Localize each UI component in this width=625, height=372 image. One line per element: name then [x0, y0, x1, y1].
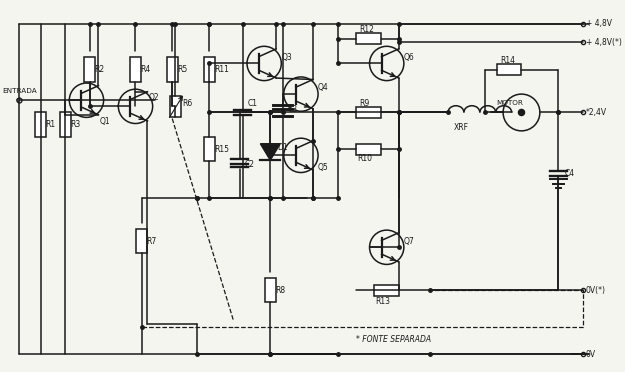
Text: MOTOR: MOTOR [496, 100, 522, 106]
Bar [59, 112, 71, 137]
Text: Q4: Q4 [318, 83, 329, 93]
Text: + 4,8V: + 4,8V [586, 19, 612, 28]
Text: R13: R13 [376, 297, 391, 306]
Text: R4: R4 [141, 65, 151, 74]
Text: R3: R3 [70, 120, 80, 129]
Text: R1: R1 [46, 120, 56, 129]
Text: R15: R15 [214, 145, 229, 154]
Text: C3: C3 [288, 105, 298, 114]
Text: R5: R5 [177, 65, 187, 74]
Text: R11: R11 [214, 65, 229, 74]
Bar [204, 137, 214, 161]
Text: C1: C1 [248, 99, 258, 108]
Text: Q1: Q1 [100, 117, 111, 126]
Bar [130, 57, 141, 82]
Text: *2,4V: *2,4V [586, 108, 607, 117]
Text: 0V: 0V [586, 350, 596, 359]
Bar [265, 278, 276, 302]
Bar [374, 285, 399, 296]
Text: R7: R7 [146, 237, 157, 246]
Bar [35, 112, 46, 137]
Text: R12: R12 [359, 25, 374, 34]
Text: XRF: XRF [454, 123, 469, 132]
Text: R6: R6 [182, 99, 193, 108]
Text: 0V(*): 0V(*) [586, 286, 606, 295]
Bar [356, 107, 381, 118]
Circle shape [518, 109, 524, 116]
Text: R8: R8 [275, 286, 285, 295]
Text: Q5: Q5 [318, 163, 329, 172]
Text: Q2: Q2 [149, 93, 159, 102]
Text: R14: R14 [500, 56, 515, 65]
Text: ENTRADA: ENTRADA [2, 88, 37, 94]
Bar [167, 57, 177, 82]
Text: R9: R9 [359, 99, 369, 108]
Bar [84, 57, 95, 82]
Text: Q3: Q3 [281, 53, 292, 62]
Text: R10: R10 [357, 154, 372, 163]
Text: R2: R2 [94, 65, 104, 74]
Text: C4: C4 [564, 169, 574, 178]
Text: Q6: Q6 [404, 53, 414, 62]
Text: D1: D1 [278, 143, 288, 152]
Bar [497, 64, 521, 75]
Polygon shape [261, 144, 280, 160]
Bar [356, 144, 381, 155]
Bar [204, 57, 214, 82]
Bar [170, 96, 181, 117]
Bar [356, 33, 381, 45]
Text: * FONTE SEPARADA: * FONTE SEPARADA [356, 335, 431, 344]
Text: + 4,8V(*): + 4,8V(*) [586, 38, 622, 46]
Text: o: o [16, 97, 20, 103]
Bar [136, 229, 147, 253]
Text: Q7: Q7 [404, 237, 414, 246]
Text: C2: C2 [244, 160, 254, 169]
